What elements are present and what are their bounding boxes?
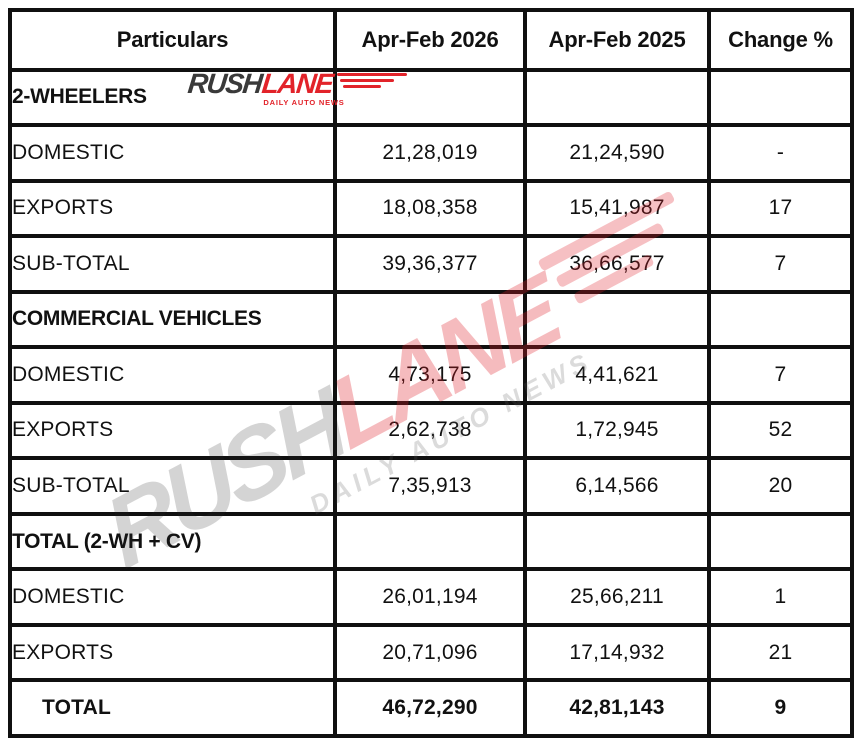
value-2025: 21,24,590 bbox=[523, 123, 711, 183]
value-change: 17 bbox=[707, 178, 854, 239]
value-change: 20 bbox=[707, 456, 854, 516]
col-header-particulars: Particulars bbox=[8, 8, 337, 72]
value-change: - bbox=[707, 123, 854, 183]
row-label: EXPORTS bbox=[8, 622, 337, 683]
value-2026: 4,73,175 bbox=[333, 345, 527, 405]
table-row-cv-subtotal: SUB-TOTAL 7,35,913 6,14,566 20 bbox=[8, 456, 854, 516]
value-2026: 46,72,290 bbox=[333, 678, 527, 738]
table-row-cv-domestic: DOMESTIC 4,73,175 4,41,621 7 bbox=[8, 345, 854, 405]
value-change: 7 bbox=[707, 234, 854, 294]
row-label: DOMESTIC bbox=[8, 567, 337, 627]
section-label-2-wheelers: 2-WHEELERS bbox=[8, 67, 337, 128]
table-row-2w-subtotal: SUB-TOTAL 39,36,377 36,66,577 7 bbox=[8, 234, 854, 294]
value-2025: 15,41,987 bbox=[523, 178, 711, 239]
col-header-change-pct: Change % bbox=[707, 8, 854, 72]
value-2026: 39,36,377 bbox=[333, 234, 527, 294]
row-label: EXPORTS bbox=[8, 400, 337, 461]
value-2025: 17,14,932 bbox=[523, 622, 711, 683]
table-row-2w-exports: EXPORTS 18,08,358 15,41,987 17 bbox=[8, 178, 854, 239]
value-2026: 20,71,096 bbox=[333, 622, 527, 683]
sales-comparison-table: Particulars Apr-Feb 2026 Apr-Feb 2025 Ch… bbox=[8, 8, 854, 738]
col-header-apr-feb-2025: Apr-Feb 2025 bbox=[523, 8, 711, 72]
row-label: SUB-TOTAL bbox=[8, 456, 337, 516]
row-label: EXPORTS bbox=[8, 178, 337, 239]
row-label: TOTAL bbox=[8, 678, 337, 738]
value-2026: 18,08,358 bbox=[333, 178, 527, 239]
section-row-commercial-vehicles: COMMERCIAL VEHICLES bbox=[8, 289, 854, 350]
value-2025: 42,81,143 bbox=[523, 678, 711, 738]
value-change: 7 bbox=[707, 345, 854, 405]
row-label: DOMESTIC bbox=[8, 123, 337, 183]
table-row-cv-exports: EXPORTS 2,62,738 1,72,945 52 bbox=[8, 400, 854, 461]
value-2026: 21,28,019 bbox=[333, 123, 527, 183]
row-label: DOMESTIC bbox=[8, 345, 337, 405]
table-row-grand-total: TOTAL 46,72,290 42,81,143 9 bbox=[8, 678, 854, 738]
value-2025: 25,66,211 bbox=[523, 567, 711, 627]
table-row-2w-domestic: DOMESTIC 21,28,019 21,24,590 - bbox=[8, 123, 854, 183]
section-label-total-2wh-cv: TOTAL (2-WH + CV) bbox=[8, 511, 337, 572]
value-2025: 6,14,566 bbox=[523, 456, 711, 516]
section-row-2-wheelers: 2-WHEELERS bbox=[8, 67, 854, 128]
value-2025: 4,41,621 bbox=[523, 345, 711, 405]
header-row: Particulars Apr-Feb 2026 Apr-Feb 2025 Ch… bbox=[8, 8, 854, 72]
value-2026: 26,01,194 bbox=[333, 567, 527, 627]
section-row-total-2wh-cv: TOTAL (2-WH + CV) bbox=[8, 511, 854, 572]
value-2026: 2,62,738 bbox=[333, 400, 527, 461]
section-label-commercial-vehicles: COMMERCIAL VEHICLES bbox=[8, 289, 337, 350]
col-header-apr-feb-2026: Apr-Feb 2026 bbox=[333, 8, 527, 72]
value-change: 9 bbox=[707, 678, 854, 738]
row-label: SUB-TOTAL bbox=[8, 234, 337, 294]
value-change: 21 bbox=[707, 622, 854, 683]
value-2025: 1,72,945 bbox=[523, 400, 711, 461]
value-change: 1 bbox=[707, 567, 854, 627]
value-change: 52 bbox=[707, 400, 854, 461]
table-row-total-domestic: DOMESTIC 26,01,194 25,66,211 1 bbox=[8, 567, 854, 627]
value-2025: 36,66,577 bbox=[523, 234, 711, 294]
value-2026: 7,35,913 bbox=[333, 456, 527, 516]
table-row-total-exports: EXPORTS 20,71,096 17,14,932 21 bbox=[8, 622, 854, 683]
